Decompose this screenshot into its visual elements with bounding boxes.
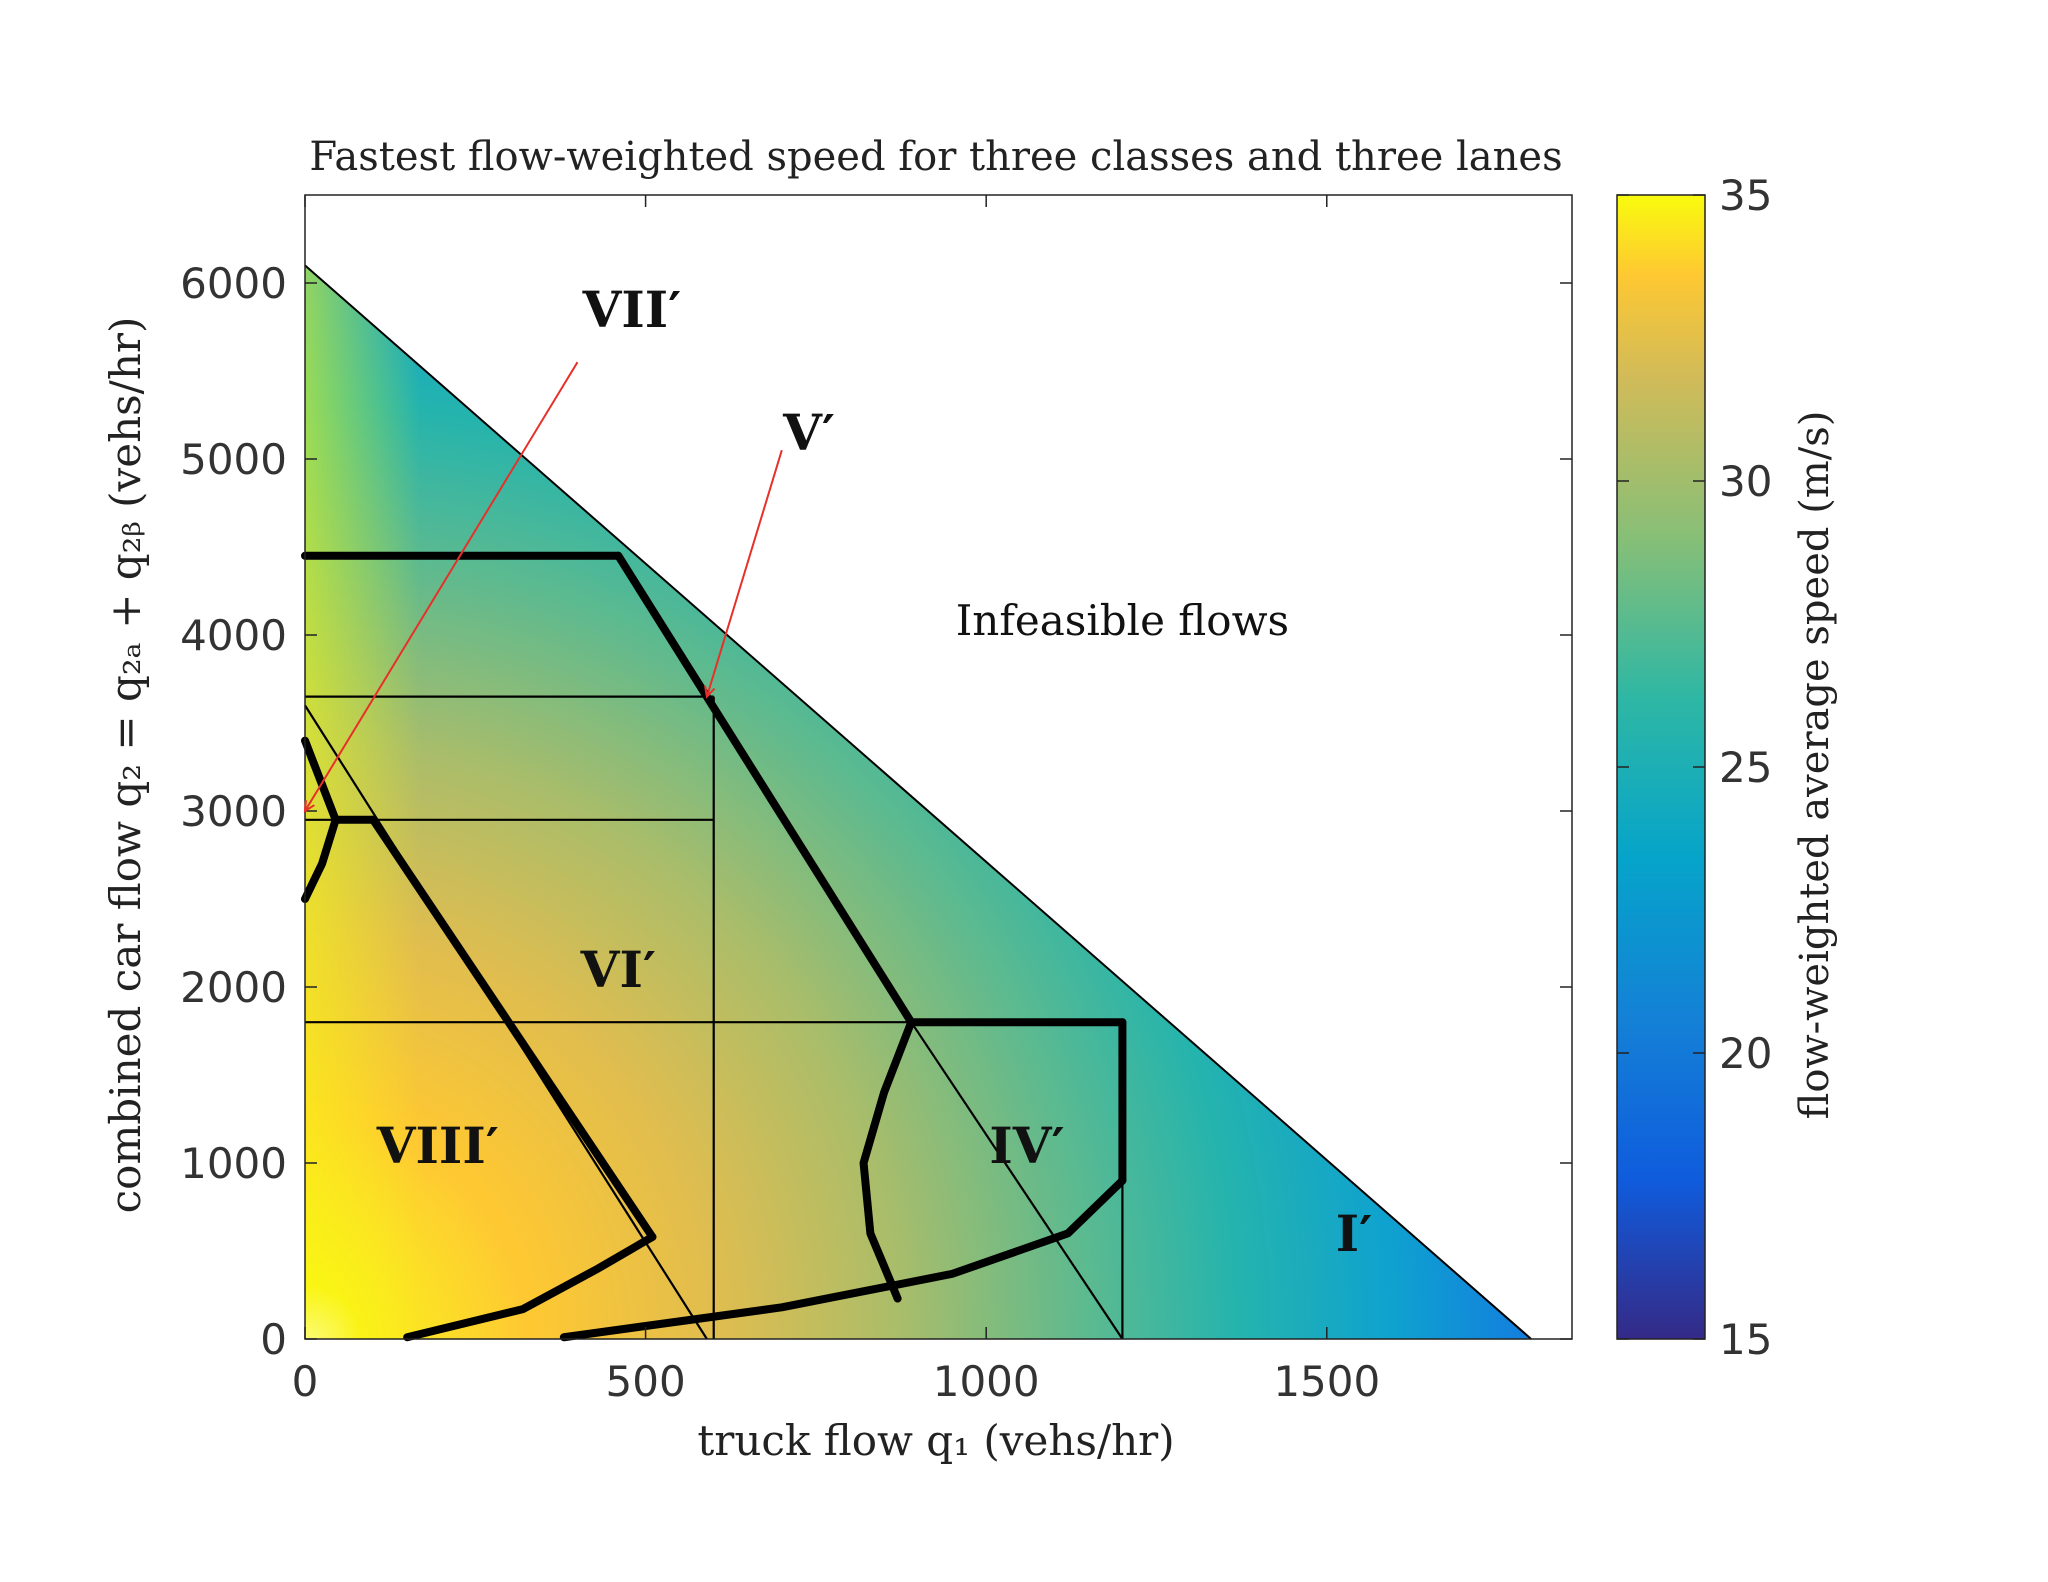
colorbar-label: flow-weighted average speed (m/s) (1792, 411, 1838, 1120)
colorbar-tick-label: 35 (1719, 171, 1772, 220)
region-label: I′ (1336, 1204, 1373, 1263)
region-boundary (859, 1018, 916, 1303)
region-label: VI′ (580, 940, 656, 999)
y-tick-label: 3000 (180, 787, 287, 836)
colorbar (1616, 194, 1706, 1340)
y-tick-label: 4000 (180, 611, 287, 660)
y-axis: 0 1000 2000 3000 4000 5000 6000 (180, 259, 1572, 1364)
colorbar-tick-label: 25 (1719, 743, 1772, 792)
region-label: VIII′ (376, 1116, 499, 1175)
feasible-boundary-line (304, 264, 1532, 1340)
annotation-arrows (305, 361, 783, 811)
region-line (910, 1021, 1124, 1340)
infeasible-flows-annotation: Infeasible flows (956, 596, 1289, 645)
x-axis: 0 500 1000 1500 (292, 195, 1380, 1406)
region-boundary (369, 815, 657, 1241)
thick-region-boundaries (301, 551, 1127, 1342)
colorbar-tick-label: 20 (1719, 1029, 1772, 1078)
y-tick-label: 0 (260, 1315, 287, 1364)
region-boundary (559, 1176, 1127, 1342)
y-axis-label: combined car flow q₂ = q₂ₐ + q₂ᵦ (vehs/h… (101, 317, 150, 1214)
region-boundary (614, 551, 916, 1027)
y-tick-label: 5000 (180, 435, 287, 484)
region-label: IV′ (989, 1116, 1064, 1175)
x-tick-label: 0 (292, 1357, 319, 1406)
y-tick-label: 2000 (180, 963, 287, 1012)
colorbar-tick-label: 30 (1719, 457, 1772, 506)
axes-frame (304, 194, 1573, 1340)
annotation-arrow (305, 361, 579, 811)
colorbar-tick-label: 15 (1719, 1315, 1772, 1364)
region-labels: VIII′ VI′ IV′ I′ VII′ V′ (376, 280, 1373, 1263)
chart-title: Fastest flow-weighted speed for three cl… (309, 134, 1562, 180)
annotation-arrow (707, 449, 783, 696)
x-axis-label: truck flow q₁ (vehs/hr) (697, 1416, 1174, 1465)
x-tick-label: 1500 (1273, 1357, 1380, 1406)
region-label: V′ (782, 403, 835, 462)
x-tick-label: 1000 (933, 1357, 1040, 1406)
x-tick-label: 500 (606, 1357, 686, 1406)
y-tick-label: 1000 (180, 1139, 287, 1188)
y-tick-label: 6000 (180, 259, 287, 308)
region-label: VII′ (582, 280, 682, 339)
region-boundary (403, 1232, 657, 1342)
colorbar-ticks: 15 20 25 30 35 (1617, 171, 1772, 1364)
